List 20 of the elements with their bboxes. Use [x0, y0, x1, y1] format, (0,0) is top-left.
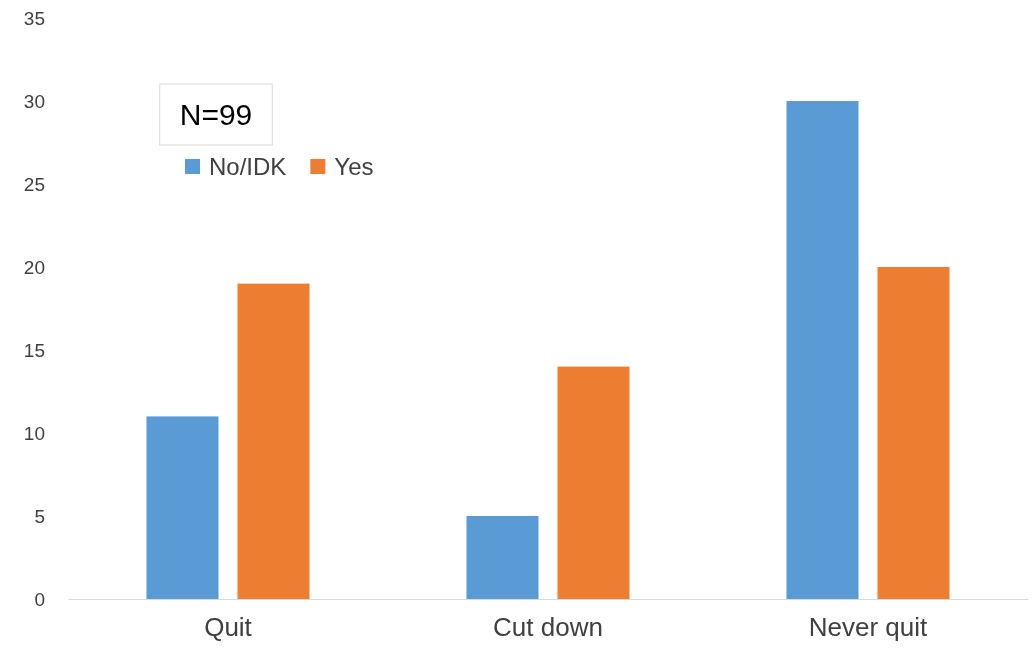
y-tick-label: 20	[23, 256, 45, 278]
y-tick-label: 30	[23, 90, 45, 112]
x-tick-label: Cut down	[493, 612, 603, 643]
bar	[786, 101, 859, 599]
y-tick-label: 0	[34, 588, 45, 610]
x-tick-label: Never quit	[808, 612, 929, 643]
bar	[557, 366, 630, 599]
bar	[237, 283, 310, 599]
y-tick-label: 10	[23, 422, 45, 444]
bar	[146, 416, 219, 599]
legend-label: Yes	[334, 153, 374, 181]
y-tick-label: 25	[23, 173, 45, 195]
y-tick-label: 5	[34, 505, 45, 527]
legend-label: No/IDK	[209, 153, 287, 181]
annotation: N=99	[179, 98, 253, 131]
x-tick-label: Quit	[204, 612, 253, 643]
bar	[466, 516, 539, 599]
y-tick-label: 15	[23, 339, 45, 361]
y-tick-label: 35	[23, 7, 45, 29]
bar	[877, 267, 950, 599]
